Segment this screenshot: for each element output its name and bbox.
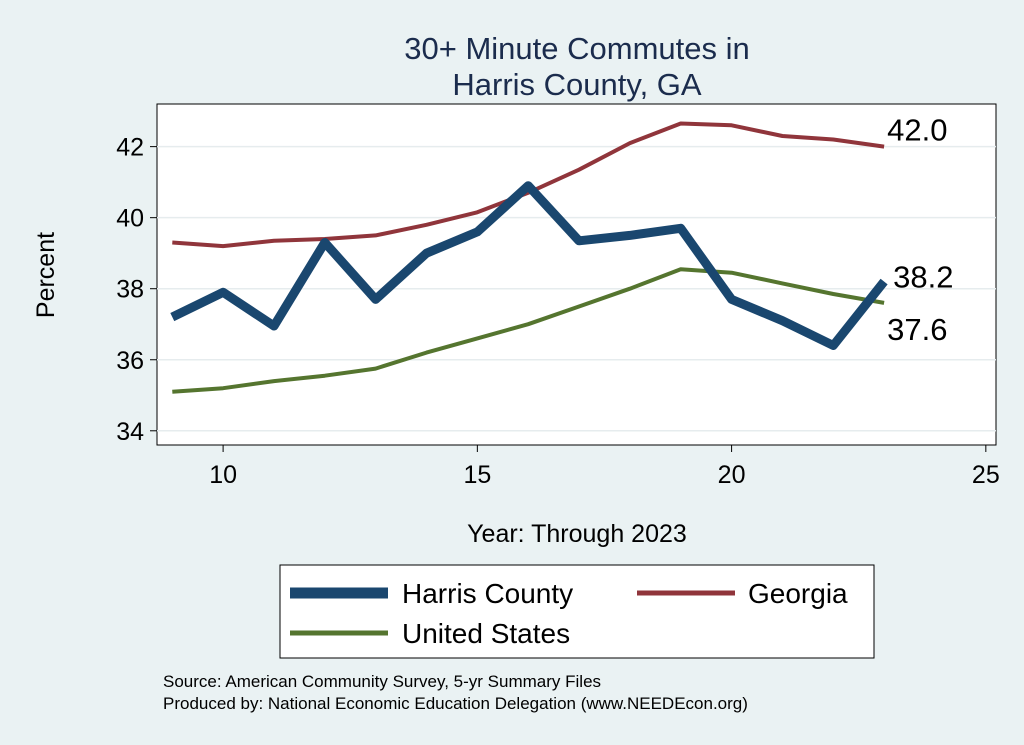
x-tick-label: 15: [463, 461, 491, 489]
chart-title-line-1: 30+ Minute Commutes in: [404, 31, 749, 66]
y-tick-label: 38: [116, 276, 144, 304]
y-tick-label: 42: [116, 134, 144, 162]
y-tick-label: 40: [116, 205, 144, 233]
x-axis: 10 15 20 25: [209, 445, 1000, 489]
producer-note: Produced by: National Economic Education…: [163, 694, 748, 713]
y-axis: 34 36 38 40 42: [116, 134, 157, 446]
series-line-harris-county: [170, 181, 888, 350]
source-note: Source: American Community Survey, 5-yr …: [163, 672, 601, 691]
series-lines: [170, 121, 888, 394]
x-tick-label: 20: [718, 461, 746, 489]
y-tick-label: 34: [116, 418, 144, 446]
series-line-georgia: [172, 121, 885, 249]
legend-label-georgia: Georgia: [748, 578, 848, 609]
end-label-united-states: 37.6: [887, 312, 947, 347]
end-labels: 38.2 42.0 37.6: [887, 113, 953, 347]
legend: Harris County Georgia United States: [279, 564, 875, 659]
legend-box: [279, 564, 875, 659]
y-axis-title: Percent: [32, 232, 60, 318]
end-label-georgia: 42.0: [887, 113, 947, 148]
legend-label-harris-county: Harris County: [402, 578, 573, 609]
x-axis-title: Year: Through 2023: [467, 520, 687, 548]
series-line-united-states: [172, 267, 885, 394]
y-tick-label: 36: [116, 347, 144, 375]
legend-label-united-states: United States: [402, 618, 570, 649]
x-tick-label: 10: [209, 461, 237, 489]
x-tick-label: 25: [972, 461, 1000, 489]
plot-area: [156, 103, 997, 446]
end-label-harris-county: 38.2: [893, 260, 953, 295]
chart-title-line-2: Harris County, GA: [452, 67, 702, 102]
